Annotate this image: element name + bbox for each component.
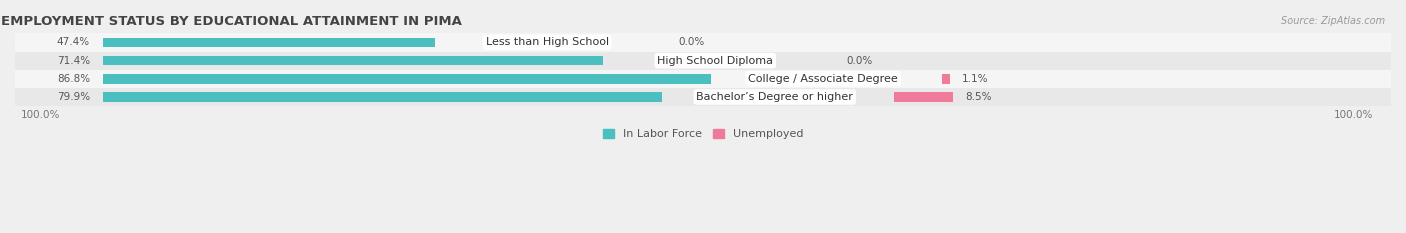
- Text: 0.0%: 0.0%: [679, 38, 704, 48]
- Bar: [15, 70, 1391, 88]
- Text: 8.5%: 8.5%: [966, 92, 993, 102]
- Text: College / Associate Degree: College / Associate Degree: [748, 74, 898, 84]
- Bar: [103, 56, 603, 65]
- Bar: [103, 92, 662, 102]
- Text: 71.4%: 71.4%: [56, 56, 90, 66]
- Legend: In Labor Force, Unemployed: In Labor Force, Unemployed: [598, 125, 808, 144]
- Text: Less than High School: Less than High School: [485, 38, 609, 48]
- Bar: [103, 74, 710, 83]
- Text: Bachelor’s Degree or higher: Bachelor’s Degree or higher: [696, 92, 853, 102]
- Bar: [942, 74, 949, 83]
- Bar: [103, 38, 434, 47]
- Text: 86.8%: 86.8%: [56, 74, 90, 84]
- Text: 0.0%: 0.0%: [846, 56, 873, 66]
- Bar: [894, 92, 953, 102]
- Bar: [15, 33, 1391, 51]
- Text: High School Diploma: High School Diploma: [658, 56, 773, 66]
- Bar: [15, 88, 1391, 106]
- Bar: [15, 51, 1391, 70]
- Text: 47.4%: 47.4%: [56, 38, 90, 48]
- Text: Source: ZipAtlas.com: Source: ZipAtlas.com: [1281, 16, 1385, 26]
- Text: EMPLOYMENT STATUS BY EDUCATIONAL ATTAINMENT IN PIMA: EMPLOYMENT STATUS BY EDUCATIONAL ATTAINM…: [1, 15, 463, 28]
- Text: 79.9%: 79.9%: [56, 92, 90, 102]
- Text: 1.1%: 1.1%: [962, 74, 988, 84]
